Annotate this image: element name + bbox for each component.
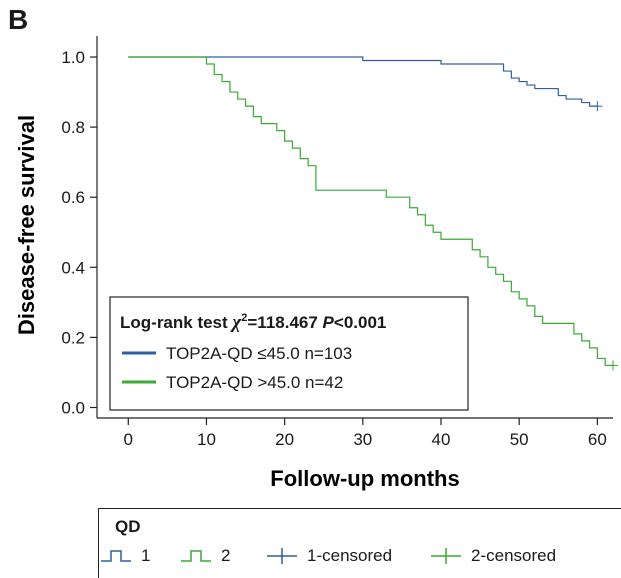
legend-item-series-1: 1: [99, 545, 150, 567]
inset-legend: Log-rank test χ2=118.467 P<0.001 TOP2A-QD…: [109, 296, 469, 411]
km-survival-chart: 0 10 20 30 40 50 60 0.0 0.2 0.4 0.6 0.8 1.0 Log-rank…: [14, 36, 618, 491]
survival-curves: [128, 56, 618, 371]
step-symbol-icon: [101, 550, 131, 562]
log-rank-test-label: Log-rank test χ2=118.467 P<0.001: [120, 312, 386, 333]
panel-label: B: [8, 4, 29, 35]
survival-curve-series-2: [128, 56, 613, 367]
x-tick-label: 10: [197, 430, 216, 449]
step-symbol-icon: [181, 550, 211, 562]
y-tick-label: 0.8: [61, 118, 85, 137]
axes: 0 10 20 30 40 50 60 0.0 0.2 0.4 0.6 0.8 1.0: [61, 36, 613, 449]
y-tick-label: 1.0: [61, 48, 85, 67]
legend-item-label: 2: [221, 546, 231, 565]
inset-legend-label: TOP2A-QD ≤45.0 n=103: [166, 344, 352, 363]
x-tick-label: 20: [275, 430, 294, 449]
bottom-legend: QD 1 2 1-censored 2-censored: [98, 508, 621, 578]
legend-item-label: 1-censored: [307, 546, 393, 565]
legend-item-label: 1: [141, 546, 151, 565]
x-axis-title: Follow-up months: [270, 466, 459, 491]
cross-symbol-icon: [267, 548, 297, 564]
y-tick-label: 0.0: [61, 398, 85, 417]
censor-mark-series-2: [608, 360, 618, 371]
y-axis-title: Disease-free survival: [14, 115, 39, 335]
y-tick-label: 0.4: [61, 258, 85, 277]
x-tick-label: 0: [124, 430, 133, 449]
legend-title: QD: [115, 517, 141, 536]
x-tick-label: 60: [588, 430, 607, 449]
x-tick-label: 30: [353, 430, 372, 449]
y-tick-label: 0.6: [61, 188, 85, 207]
survival-curve-series-1: [128, 56, 598, 107]
cross-symbol-icon: [431, 548, 461, 564]
legend-item-label: 2-censored: [471, 546, 557, 565]
censor-mark-series-1: [592, 101, 603, 112]
x-tick-label: 50: [510, 430, 529, 449]
y-tick-label: 0.2: [61, 328, 85, 347]
legend-item-series-2-censored: 2-censored: [429, 545, 556, 567]
legend-item-series-2: 2: [179, 545, 230, 567]
inset-legend-label: TOP2A-QD >45.0 n=42: [166, 373, 343, 392]
legend-item-series-1-censored: 1-censored: [265, 545, 392, 567]
inset-legend-box: [109, 296, 469, 411]
x-tick-label: 40: [432, 430, 451, 449]
